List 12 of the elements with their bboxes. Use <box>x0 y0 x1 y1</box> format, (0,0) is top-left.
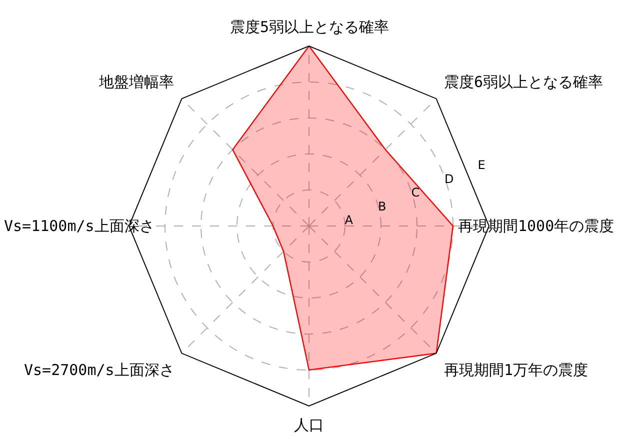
spoke-label: 地盤増幅率 <box>98 73 174 91</box>
spoke-label: Vs=2700m/s上面深さ <box>24 361 174 379</box>
spoke-label: 人口 <box>294 416 324 434</box>
spoke-label: 震度5弱以上となる確率 <box>230 18 390 36</box>
spoke-label: 再現期間1万年の震度 <box>444 361 588 379</box>
y-tick-label: C <box>411 186 420 200</box>
spoke-label: 再現期間1000年の震度 <box>458 217 614 235</box>
y-tick-label: A <box>344 213 354 228</box>
y-tick-label: D <box>444 172 454 186</box>
y-tick-label: E <box>478 158 486 172</box>
spoke-label: 震度6弱以上となる確率 <box>444 73 604 91</box>
y-tick-label: B <box>378 199 386 214</box>
